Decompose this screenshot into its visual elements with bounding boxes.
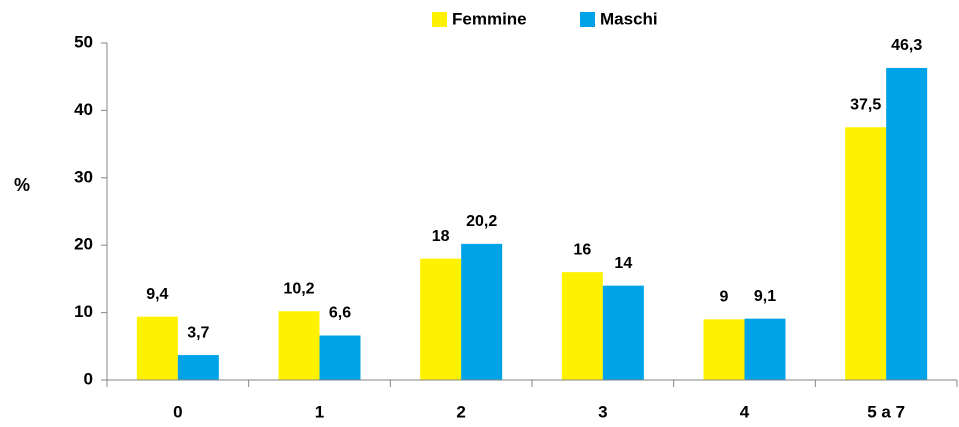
bar [886,67,928,381]
y-tick-label: 0 [84,369,93,388]
value-label: 9,1 [754,288,776,305]
value-label: 20,2 [466,213,497,230]
value-label: 37,5 [850,96,881,113]
x-tick-label: 1 [315,402,324,421]
y-tick-label: 50 [74,32,93,51]
bar [703,319,745,380]
bar [177,355,219,380]
value-label: 6,6 [329,305,351,322]
y-tick-label: 10 [74,302,93,321]
bar [744,318,786,380]
legend-swatch [580,12,595,27]
bar [561,272,603,380]
bar [461,243,503,380]
bar [845,127,887,380]
y-tick-label: 20 [74,235,93,254]
y-axis-label: % [14,175,30,195]
value-label: 46,3 [891,37,922,54]
bar [278,311,320,380]
value-label: 9 [720,289,729,306]
legend-label: Maschi [600,9,658,28]
bar [602,285,644,380]
x-tick-label: 4 [740,402,750,421]
y-tick-label: 40 [74,100,93,119]
bar [136,316,178,380]
bar [420,258,462,380]
value-label: 18 [432,228,450,245]
x-tick-label: 5 a 7 [867,402,905,421]
x-tick-label: 3 [598,402,607,421]
x-tick-label: 2 [456,402,465,421]
value-label: 10,2 [283,280,314,297]
x-tick-label: 0 [173,402,182,421]
bar [319,335,361,380]
value-label: 16 [573,241,591,258]
legend-swatch [432,12,447,27]
value-label: 14 [614,255,632,272]
y-tick-label: 30 [74,167,93,186]
legend-label: Femmine [452,9,527,28]
value-label: 9,4 [146,286,168,303]
value-label: 3,7 [187,324,209,341]
